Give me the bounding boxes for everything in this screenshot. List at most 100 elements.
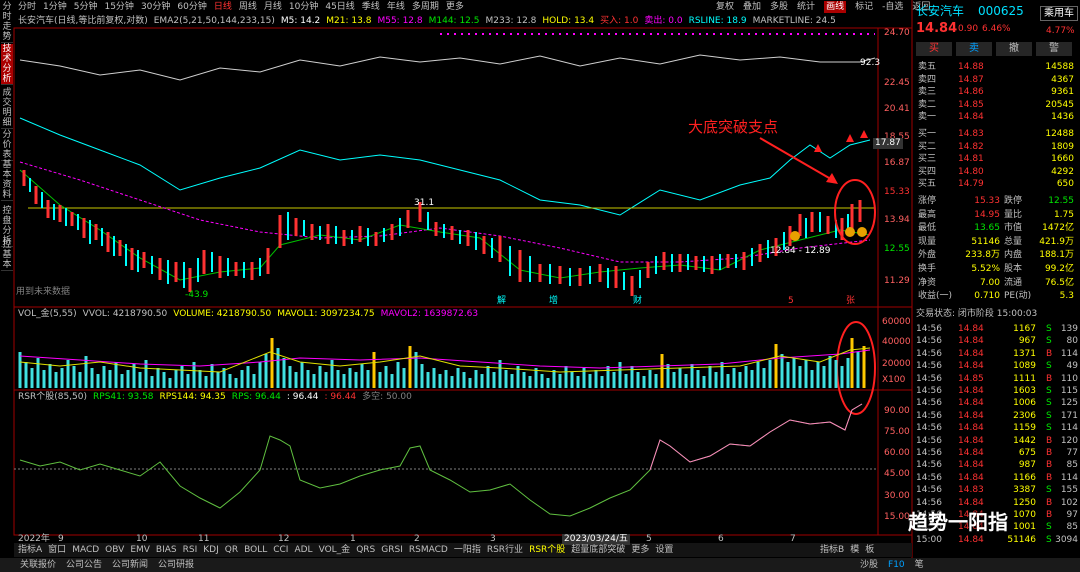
toolbar-item[interactable]: 30分钟	[140, 2, 171, 12]
indicator-tab[interactable]: 更多	[631, 545, 650, 555]
stat-value: 99.2亿	[1044, 264, 1074, 274]
toolbar-item[interactable]: 45日线	[325, 2, 355, 12]
trade-button[interactable]: 买	[916, 42, 952, 56]
indicator-tab[interactable]: BIAS	[155, 545, 177, 555]
rsr-axis-label: 60.00	[884, 448, 910, 458]
indicator-value: VOL_金(5,55)	[18, 309, 77, 319]
trade-button[interactable]: 撤	[996, 42, 1032, 56]
toolbar-item[interactable]: 分时	[18, 2, 37, 12]
toolbar-item[interactable]: 画线	[824, 1, 847, 13]
indicator-tab[interactable]: EMV	[130, 545, 150, 555]
time-axis-label: 6	[718, 534, 724, 544]
tick-time: 14:56	[916, 386, 942, 396]
toolbar-item[interactable]: 复权	[716, 2, 735, 12]
side-tab[interactable]: 控盘分析	[1, 206, 13, 247]
tick-price: 14.84	[958, 410, 984, 421]
toolbar-item[interactable]: 标记	[855, 2, 874, 12]
tick-volume: 1006	[1013, 398, 1036, 409]
indicator-value: M233: 12.8	[485, 16, 537, 26]
tab-bar	[14, 543, 912, 557]
indicator-tab[interactable]: 指标A	[18, 545, 43, 555]
indicator-tab[interactable]: 板	[865, 545, 875, 555]
tick-price: 14.84	[958, 324, 984, 334]
toolbar-item[interactable]: 1分钟	[43, 2, 67, 12]
footer-link[interactable]: 笔	[914, 560, 924, 570]
indicator-tab[interactable]: 一阳指	[453, 545, 481, 555]
toolbar-item[interactable]: 季线	[361, 2, 380, 12]
sector[interactable]: 乘用车	[1040, 6, 1078, 21]
toolbar-item[interactable]: 15分钟	[104, 2, 134, 12]
indicator-tab[interactable]: 窗口	[48, 545, 67, 555]
toolbar-item[interactable]: 更多	[445, 2, 464, 12]
indicator-tab[interactable]: 指标B	[820, 545, 845, 555]
side-tab[interactable]: 成交明细	[1, 88, 13, 129]
indicator-tab[interactable]: RSI	[182, 545, 198, 555]
footer-link[interactable]: F10	[888, 560, 905, 570]
indicator-tab[interactable]: RSR个股	[529, 545, 566, 555]
stat-label: 股本	[1004, 264, 1023, 274]
indicator-tab[interactable]: QR	[224, 545, 239, 555]
indicator-tab[interactable]: KDJ	[203, 545, 219, 555]
trade-button[interactable]: 警	[1036, 42, 1072, 56]
indicator-tab[interactable]: QRS	[356, 545, 376, 555]
tick-price: 14.84	[958, 398, 984, 409]
tick-side: S	[1046, 398, 1052, 409]
price-axis-label: 13.94	[884, 215, 910, 225]
tick-volume: 675	[1018, 448, 1036, 458]
side-tab[interactable]: 分价表	[1, 130, 13, 161]
indicator-tab[interactable]: OBV	[105, 545, 125, 555]
indicator-tab[interactable]: ADL	[294, 545, 313, 555]
toolbar-item[interactable]: 5分钟	[73, 2, 98, 12]
toolbar-item[interactable]: 月线	[263, 2, 282, 12]
toolbar-item[interactable]: 60分钟	[177, 2, 207, 12]
signal-icon	[857, 227, 867, 237]
time-axis-label: 1	[350, 534, 356, 544]
market-label: 92.3	[860, 58, 881, 68]
indicator-tab[interactable]: GRSI	[381, 545, 403, 555]
indicator-tab[interactable]: VOL_金	[318, 545, 351, 555]
tick-time: 14:56	[916, 398, 942, 409]
toolbar-item[interactable]: 周线	[238, 2, 257, 12]
footer-link[interactable]: 公司公告	[66, 560, 103, 570]
time-axis-label: 11	[198, 534, 210, 544]
change: 0.90	[958, 24, 979, 34]
footer-link[interactable]: 沙股	[860, 560, 879, 570]
toolbar-item[interactable]: -自选	[882, 2, 904, 12]
watermark: 趋势一阳指	[908, 510, 1008, 534]
indicator-value: RSR个股(85,50)	[18, 392, 88, 402]
tick-price: 14.84	[958, 361, 984, 372]
toolbar-item[interactable]: 多股	[770, 2, 789, 12]
trade-button[interactable]: 卖	[956, 42, 992, 56]
high-label: 31.1	[414, 198, 435, 208]
rsr-line-strong	[649, 403, 863, 471]
side-tab[interactable]: 技术分析	[1, 44, 13, 85]
footer-link[interactable]: 关联报价	[20, 560, 57, 570]
rsr-axis-label: 75.00	[884, 427, 910, 437]
tick-price: 14.84	[958, 386, 984, 396]
side-tab[interactable]: 基本资料	[1, 160, 13, 201]
event-marker: 5	[788, 296, 794, 306]
toolbar-item[interactable]: 统计	[797, 2, 816, 12]
toolbar-item[interactable]: 日线	[213, 2, 232, 12]
indicator-tab[interactable]: BOLL	[244, 545, 268, 555]
toolbar-item[interactable]: 多周期	[411, 2, 439, 12]
indicator-tab[interactable]: RSMACD	[408, 545, 448, 555]
toolbar-item[interactable]: 叠加	[743, 2, 762, 12]
footer-link[interactable]: 公司研报	[158, 560, 195, 570]
indicator-tab[interactable]: MACD	[72, 545, 100, 555]
footer-link[interactable]: 公司新闻	[112, 560, 149, 570]
side-tab[interactable]: 控基本	[1, 240, 13, 271]
indicator-tab[interactable]: 超量底部突破	[571, 545, 626, 555]
indicator-tab[interactable]: CCI	[273, 545, 289, 555]
toolbar-item[interactable]: 10分钟	[288, 2, 319, 12]
order-volume: 1436	[1051, 112, 1074, 123]
price-axis-label: 22.45	[884, 78, 910, 88]
indicator-tab[interactable]: 模	[850, 545, 860, 555]
indicator-tab[interactable]: RSR行业	[486, 545, 524, 555]
volume-bars-highlight	[270, 338, 866, 388]
side-tab[interactable]: 分时走势	[1, 2, 13, 43]
indicator-tab[interactable]: 设置	[655, 545, 674, 555]
toolbar-item[interactable]: 返回	[912, 2, 931, 12]
toolbar-item[interactable]: 年线	[386, 2, 405, 12]
